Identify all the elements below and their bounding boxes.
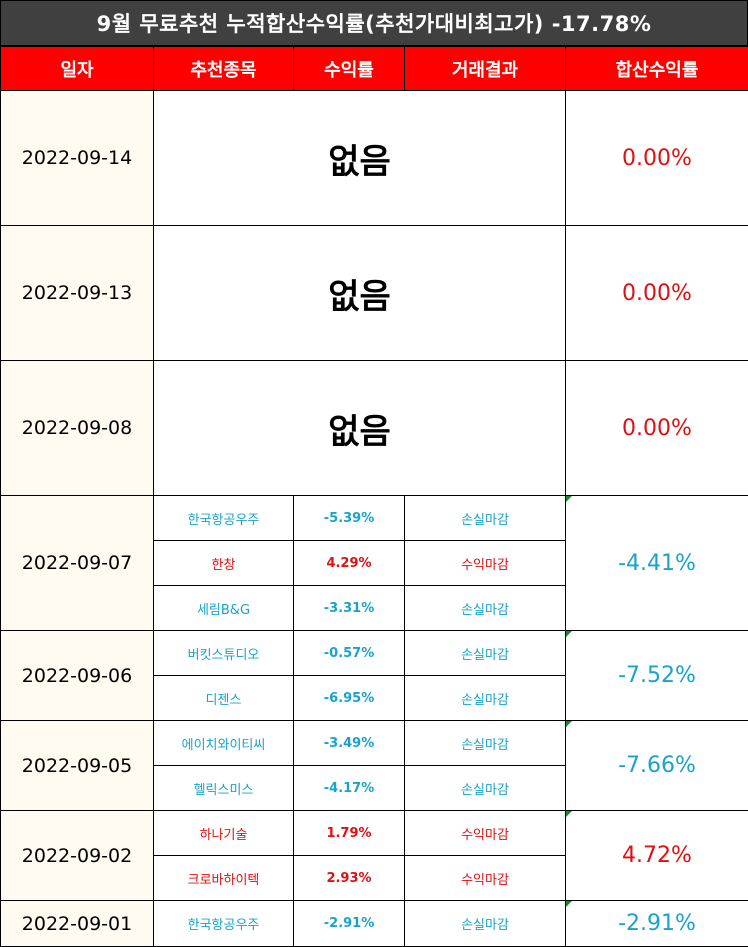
cumulative-return: 0.00% bbox=[566, 226, 748, 361]
cell-comment-marker bbox=[566, 811, 572, 817]
trade-result: 손실마감 bbox=[405, 901, 566, 947]
trade-result: 손실마감 bbox=[405, 586, 566, 631]
no-recommendation-text: 없음 bbox=[154, 91, 566, 226]
no-recommendation-text: 없음 bbox=[154, 226, 566, 361]
header-stock: 추천종목 bbox=[154, 47, 294, 91]
stock-name: 세림B&G bbox=[154, 586, 294, 631]
stock-name: 크로바하이텍 bbox=[154, 856, 294, 901]
stock-return: -3.31% bbox=[294, 586, 405, 631]
row-date: 2022-09-07 bbox=[1, 496, 154, 631]
row-date: 2022-09-06 bbox=[1, 631, 154, 721]
row-date: 2022-09-05 bbox=[1, 721, 154, 811]
cell-comment-marker bbox=[566, 496, 572, 502]
header-date: 일자 bbox=[1, 47, 154, 91]
stock-return: 1.79% bbox=[294, 811, 405, 856]
row-date: 2022-09-14 bbox=[1, 91, 154, 226]
stock-name: 디젠스 bbox=[154, 676, 294, 721]
stock-name: 한국항공우주 bbox=[154, 496, 294, 541]
cell-comment-marker bbox=[566, 721, 572, 727]
stock-name: 한국항공우주 bbox=[154, 901, 294, 947]
row-date: 2022-09-02 bbox=[1, 811, 154, 901]
trade-result: 손실마감 bbox=[405, 721, 566, 766]
stock-return: -4.17% bbox=[294, 766, 405, 811]
row-date: 2022-09-13 bbox=[1, 226, 154, 361]
stock-name: 에이치와이티씨 bbox=[154, 721, 294, 766]
header-total: 합산수익률 bbox=[566, 47, 748, 91]
stock-return: -2.91% bbox=[294, 901, 405, 947]
cumulative-return: 4.72% bbox=[566, 811, 748, 901]
header-row: 일자 추천종목 수익률 거래결과 합산수익률 bbox=[1, 47, 748, 91]
stock-return: 2.93% bbox=[294, 856, 405, 901]
stock-return: -5.39% bbox=[294, 496, 405, 541]
row-date: 2022-09-08 bbox=[1, 361, 154, 496]
cumulative-return: 0.00% bbox=[566, 361, 748, 496]
header-return: 수익률 bbox=[294, 47, 405, 91]
stock-return: -6.95% bbox=[294, 676, 405, 721]
stock-name: 한창 bbox=[154, 541, 294, 586]
stock-name: 버킷스튜디오 bbox=[154, 631, 294, 676]
stock-return: 4.29% bbox=[294, 541, 405, 586]
cumulative-return: -2.91% bbox=[566, 901, 748, 947]
trade-result: 손실마감 bbox=[405, 496, 566, 541]
stock-name: 헬릭스미스 bbox=[154, 766, 294, 811]
cell-comment-marker bbox=[566, 631, 572, 637]
header-result: 거래결과 bbox=[405, 47, 566, 91]
trade-result: 수익마감 bbox=[405, 856, 566, 901]
no-recommendation-text: 없음 bbox=[154, 361, 566, 496]
trade-result: 수익마감 bbox=[405, 541, 566, 586]
trade-result: 손실마감 bbox=[405, 631, 566, 676]
stock-return: -3.49% bbox=[294, 721, 405, 766]
stock-name: 하나기술 bbox=[154, 811, 294, 856]
cumulative-return: -7.66% bbox=[566, 721, 748, 811]
sheet-title: 9월 무료추천 누적합산수익률(추천가대비최고가) -17.78% bbox=[0, 0, 748, 46]
trade-result: 손실마감 bbox=[405, 676, 566, 721]
cumulative-return: -7.52% bbox=[566, 631, 748, 721]
cumulative-return: 0.00% bbox=[566, 91, 748, 226]
trade-result: 수익마감 bbox=[405, 811, 566, 856]
cell-comment-marker bbox=[566, 901, 572, 907]
row-date: 2022-09-01 bbox=[1, 901, 154, 947]
cumulative-return: -4.41% bbox=[566, 496, 748, 631]
stock-return: -0.57% bbox=[294, 631, 405, 676]
trade-result: 손실마감 bbox=[405, 766, 566, 811]
